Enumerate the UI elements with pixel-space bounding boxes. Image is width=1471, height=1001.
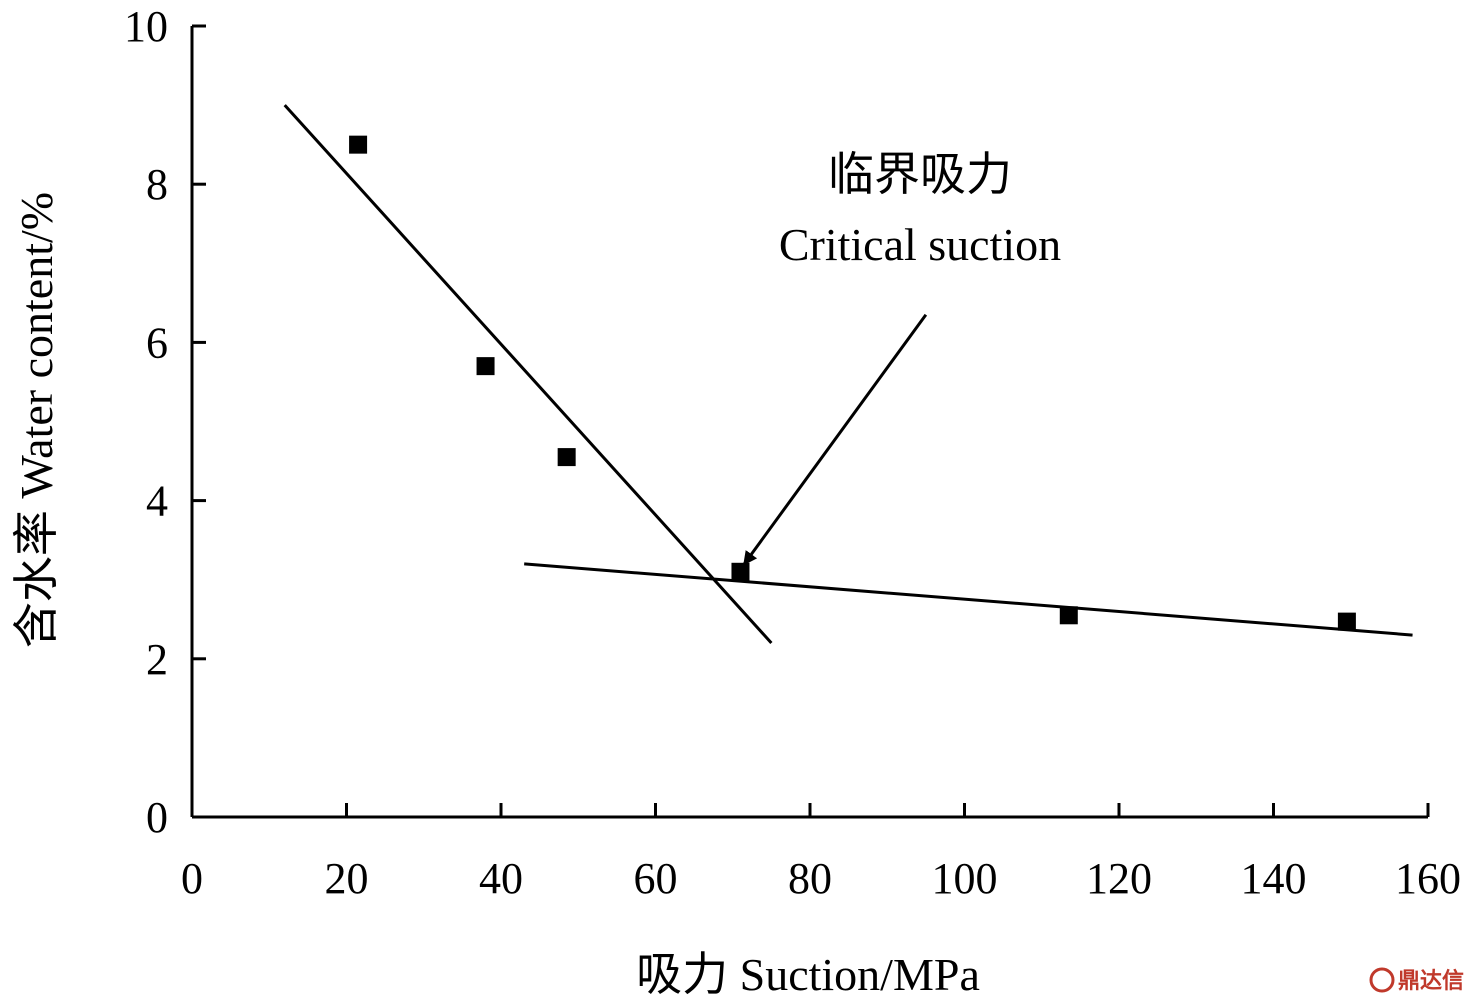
- y-tick-label-4: 4: [146, 477, 168, 526]
- data-point-2: [476, 357, 495, 376]
- x-axis-title: 吸力 Suction/MPa: [636, 949, 980, 1000]
- data-point-3: [557, 448, 576, 467]
- watermark: 鼎达信: [1369, 967, 1464, 994]
- x-tick-label-120: 120: [1086, 854, 1152, 903]
- x-tick-label-140: 140: [1241, 854, 1307, 903]
- axes: [190, 26, 1428, 819]
- x-tick-label-40: 40: [479, 854, 523, 903]
- annotation-label-cn: 临界吸力: [828, 149, 1012, 200]
- annotation-label-en: Critical suction: [779, 219, 1061, 270]
- y-tick-label-2: 2: [146, 635, 168, 684]
- watermark-logo-icon: [1369, 967, 1395, 993]
- data-points: [349, 135, 1356, 631]
- x-tick-label-60: 60: [634, 854, 678, 903]
- fit-line-1: [283, 104, 773, 644]
- annotation-arrow: [743, 313, 928, 566]
- data-point-4: [731, 562, 750, 581]
- y-tick-label-6: 6: [146, 318, 168, 367]
- x-axis-ticks: 0 20 40 60 80 100 120 140 160: [181, 803, 1461, 903]
- data-point-6: [1337, 612, 1356, 631]
- x-tick-label-0: 0: [181, 854, 203, 903]
- x-tick-label-160: 160: [1395, 854, 1461, 903]
- y-tick-label-0: 0: [146, 793, 168, 842]
- x-tick-label-100: 100: [932, 854, 998, 903]
- x-tick-label-80: 80: [788, 854, 832, 903]
- y-axis-title: 含水率 Water content/%: [11, 192, 62, 648]
- x-tick-label-20: 20: [325, 854, 369, 903]
- y-tick-label-8: 8: [146, 160, 168, 209]
- data-point-5: [1059, 606, 1078, 625]
- data-point-1: [349, 135, 368, 154]
- fit-line-2: [524, 562, 1413, 637]
- y-tick-label-10: 10: [124, 2, 168, 51]
- watermark-text: 鼎达信: [1398, 968, 1464, 994]
- fit-lines: [283, 104, 1413, 644]
- critical-suction-annotation: 临界吸力 Critical suction: [743, 149, 1061, 566]
- y-axis-ticks: 0 2 4 6 8 10: [124, 2, 206, 842]
